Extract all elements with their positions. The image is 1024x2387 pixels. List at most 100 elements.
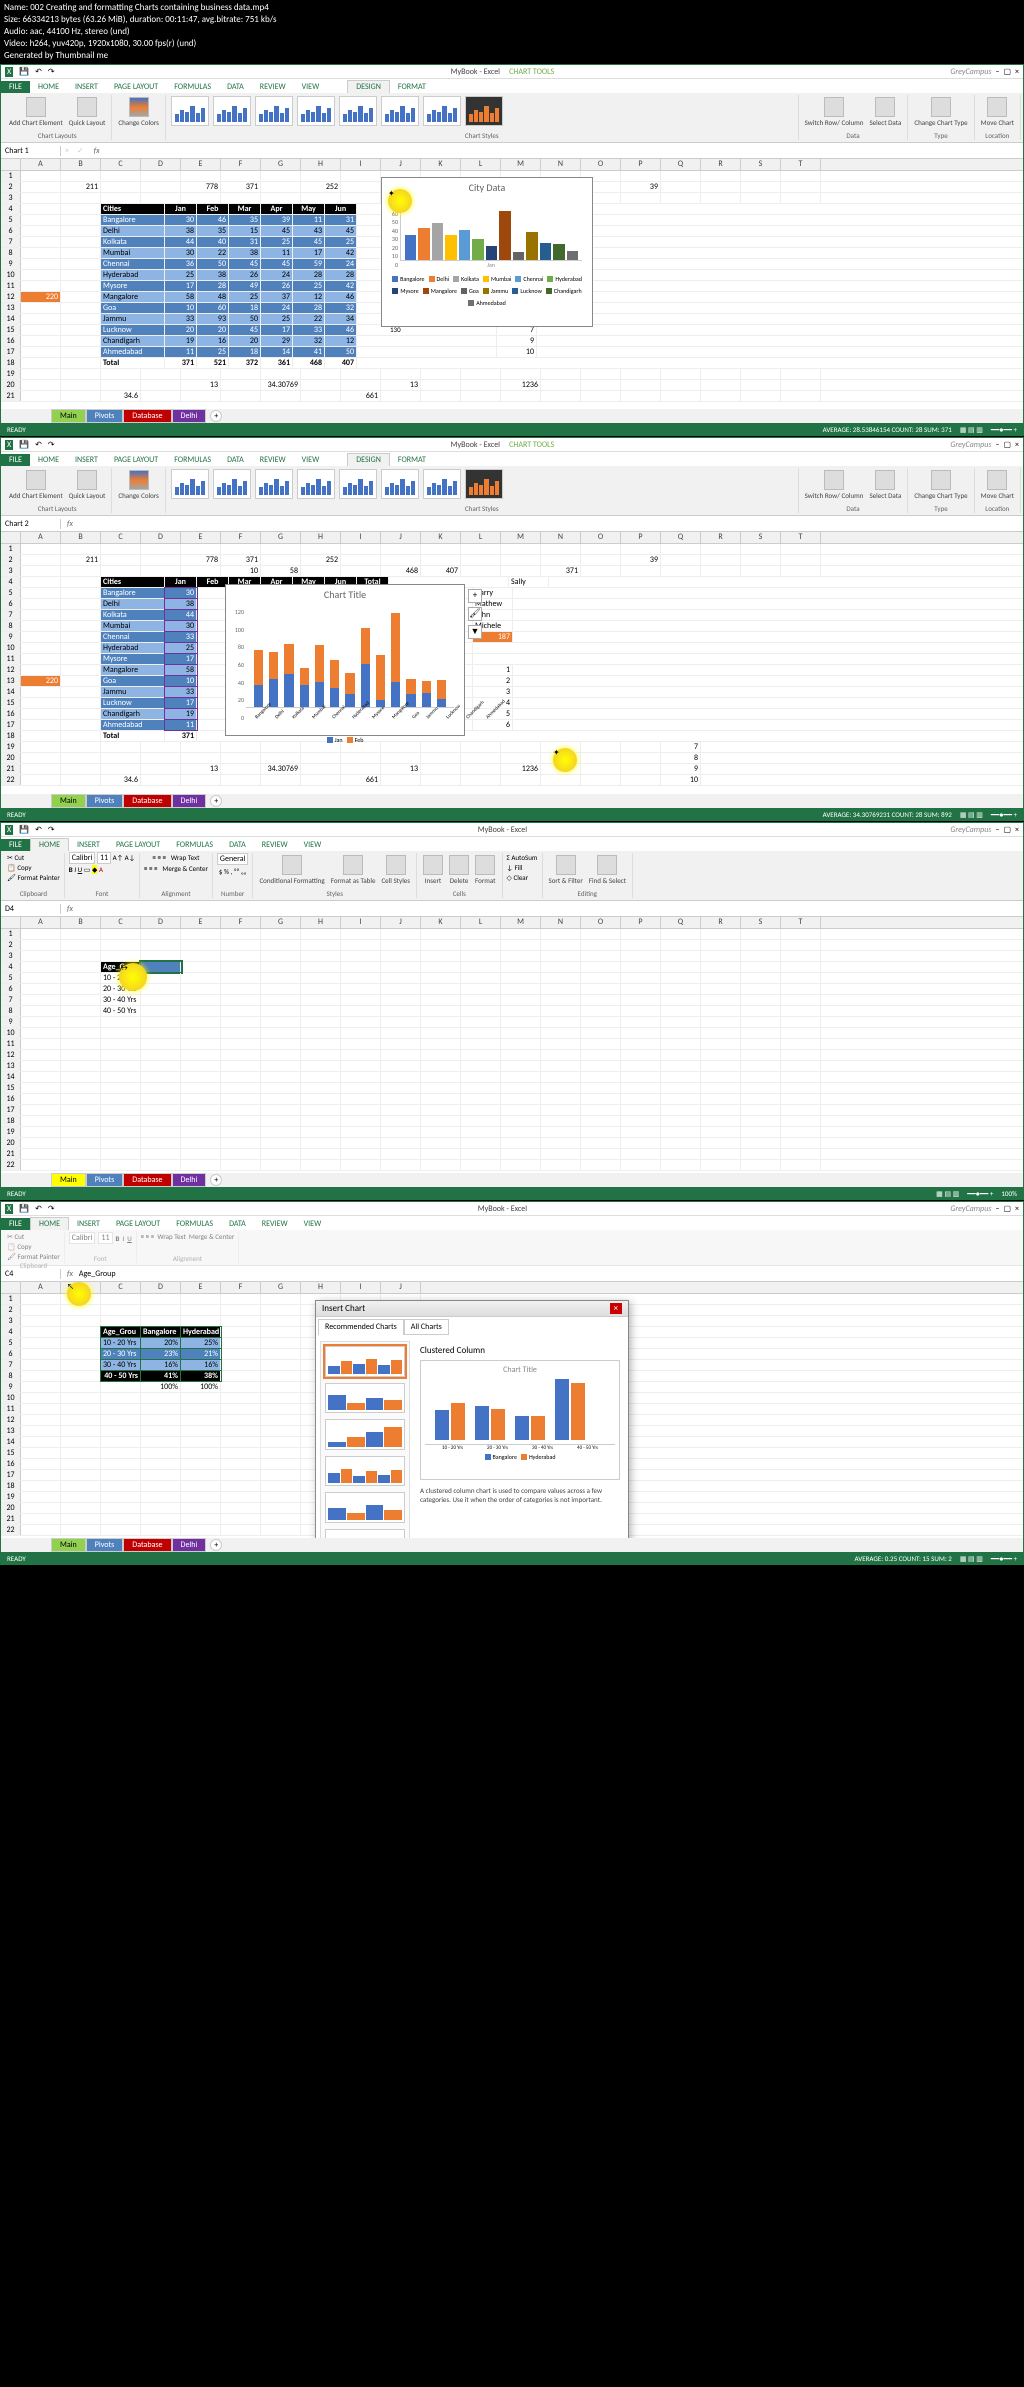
- tab-insert[interactable]: INSERT: [67, 81, 106, 93]
- undo-icon[interactable]: ↶: [35, 67, 42, 77]
- chart-bars[interactable]: [246, 608, 454, 708]
- font-family-select[interactable]: Calibri: [69, 852, 96, 864]
- redo-icon[interactable]: ↷: [48, 1204, 55, 1214]
- format-painter-button[interactable]: 🖌 Format Painter: [7, 1252, 60, 1261]
- maximize-icon[interactable]: ▢: [1003, 1204, 1011, 1214]
- sheet-tab-pivots[interactable]: Pivots: [86, 409, 124, 423]
- chart-style-thumb[interactable]: [213, 96, 251, 126]
- tab-page-layout[interactable]: PAGE LAYOUT: [108, 839, 168, 851]
- tab-design[interactable]: DESIGN: [347, 453, 390, 466]
- tab-data[interactable]: DATA: [221, 839, 254, 851]
- sort-filter-button[interactable]: Sort & Filter: [547, 853, 585, 887]
- autosum-button[interactable]: Σ AutoSum: [507, 853, 538, 862]
- column-headers[interactable]: ABCDEFGHIJKLMNOPQRST: [1, 917, 1023, 929]
- chart-brush-button[interactable]: 🖌: [468, 607, 482, 621]
- chart-thumbnail[interactable]: [325, 1419, 405, 1450]
- sheet-tab-main[interactable]: Main: [51, 1173, 86, 1187]
- copy-button[interactable]: 📋 Copy: [7, 863, 60, 872]
- tab-format[interactable]: FORMAT: [390, 454, 434, 466]
- tab-view[interactable]: VIEW: [296, 839, 330, 851]
- undo-icon[interactable]: ↶: [35, 440, 42, 450]
- tab-view[interactable]: VIEW: [296, 1218, 330, 1230]
- change-colors-button[interactable]: Change Colors: [116, 95, 161, 129]
- chart-style-thumb[interactable]: [339, 96, 377, 126]
- italic-button[interactable]: I: [74, 865, 76, 874]
- save-icon[interactable]: 💾: [19, 440, 29, 450]
- chart-style-thumb[interactable]: [339, 469, 377, 499]
- minimize-icon[interactable]: −: [995, 440, 999, 450]
- column-headers[interactable]: ABCDEFGHIJKLMNOPQRST: [1, 532, 1023, 544]
- tab-home[interactable]: HOME: [30, 838, 69, 851]
- chart-style-thumb[interactable]: [213, 469, 251, 499]
- chart-thumbnail[interactable]: [325, 1529, 405, 1538]
- insert-cells-button[interactable]: Insert: [421, 853, 445, 887]
- tab-formulas[interactable]: FORMULAS: [168, 1218, 221, 1230]
- save-icon[interactable]: 💾: [19, 67, 29, 77]
- tab-all-charts[interactable]: All Charts: [404, 1319, 449, 1335]
- tab-file[interactable]: FILE: [1, 1218, 30, 1230]
- chart-stacked[interactable]: Chart Title 020406080100120 BangaloreDel…: [225, 584, 465, 736]
- minimize-icon[interactable]: −: [995, 67, 999, 77]
- sheet-tab-main[interactable]: Main: [51, 1538, 86, 1552]
- tab-format[interactable]: FORMAT: [390, 81, 434, 93]
- sheet-tab-database[interactable]: Database: [123, 1173, 171, 1187]
- format-cells-button[interactable]: Format: [473, 853, 497, 887]
- tab-data[interactable]: DATA: [219, 454, 252, 466]
- maximize-icon[interactable]: ▢: [1003, 440, 1011, 450]
- maximize-icon[interactable]: ▢: [1003, 67, 1011, 77]
- fill-button[interactable]: ↓ Fill: [507, 863, 538, 872]
- redo-icon[interactable]: ↷: [48, 825, 55, 835]
- tab-data[interactable]: DATA: [221, 1218, 254, 1230]
- name-box[interactable]: D4: [1, 904, 61, 914]
- chart-style-thumb[interactable]: [465, 96, 503, 126]
- wrap-text-button[interactable]: Wrap Text: [171, 853, 200, 862]
- tab-page-layout[interactable]: PAGE LAYOUT: [106, 81, 166, 93]
- chart-thumbnail[interactable]: [325, 1346, 405, 1377]
- close-icon[interactable]: ×: [1015, 1204, 1019, 1214]
- chart-style-thumb[interactable]: [381, 96, 419, 126]
- tab-formulas[interactable]: FORMULAS: [166, 81, 219, 93]
- cut-button[interactable]: ✂ Cut: [7, 853, 60, 862]
- chart-thumbnail[interactable]: [325, 1492, 405, 1523]
- clear-button[interactable]: ◇ Clear: [507, 873, 538, 882]
- tab-review[interactable]: REVIEW: [252, 81, 294, 93]
- conditional-formatting-button[interactable]: Conditional Formatting: [257, 853, 326, 887]
- underline-button[interactable]: U: [78, 865, 83, 874]
- chart-style-thumb[interactable]: [465, 469, 503, 499]
- merge-center-button[interactable]: Merge & Center: [162, 864, 208, 873]
- maximize-icon[interactable]: ▢: [1003, 825, 1011, 835]
- chart-style-thumb[interactable]: [297, 96, 335, 126]
- change-chart-type-button[interactable]: Change Chart Type: [912, 95, 969, 129]
- add-chart-element-button[interactable]: Add Chart Element: [7, 468, 65, 502]
- move-chart-button[interactable]: Move Chart: [979, 468, 1016, 502]
- redo-icon[interactable]: ↷: [48, 67, 55, 77]
- tab-recommended-charts[interactable]: Recommended Charts: [318, 1319, 404, 1335]
- cancel-formula-icon[interactable]: ×: [61, 146, 73, 156]
- fx-icon[interactable]: fx: [88, 146, 106, 156]
- sheet-tab-database[interactable]: Database: [123, 1538, 171, 1552]
- tab-home[interactable]: HOME: [30, 81, 67, 93]
- copy-button[interactable]: 📋 Copy: [7, 1242, 60, 1251]
- tab-design[interactable]: DESIGN: [347, 80, 390, 93]
- chart-filter-button[interactable]: ▼: [468, 625, 482, 639]
- tab-review[interactable]: REVIEW: [254, 1218, 296, 1230]
- undo-icon[interactable]: ↶: [35, 1204, 42, 1214]
- close-icon[interactable]: ×: [1015, 825, 1019, 835]
- tab-home[interactable]: HOME: [30, 454, 67, 466]
- chart-thumbnail[interactable]: [325, 1456, 405, 1487]
- sheet-tab-pivots[interactable]: Pivots: [86, 1538, 124, 1552]
- name-box[interactable]: Chart 1: [1, 146, 61, 156]
- find-select-button[interactable]: Find & Select: [587, 853, 628, 887]
- chart-bars[interactable]: [400, 201, 582, 261]
- chart-style-thumb[interactable]: [255, 469, 293, 499]
- tab-page-layout[interactable]: PAGE LAYOUT: [106, 454, 166, 466]
- chart-style-thumb[interactable]: [171, 96, 209, 126]
- tab-review[interactable]: REVIEW: [254, 839, 296, 851]
- tab-insert[interactable]: INSERT: [69, 1218, 108, 1230]
- chart-city-data[interactable]: City Data 010203040506070 Jan BangaloreD…: [381, 177, 593, 327]
- tab-file[interactable]: FILE: [1, 454, 30, 466]
- bold-button[interactable]: B: [69, 865, 73, 874]
- tab-formulas[interactable]: FORMULAS: [168, 839, 221, 851]
- column-headers[interactable]: ABCDEFGHIJ: [1, 1282, 1023, 1294]
- chart-style-thumb[interactable]: [423, 469, 461, 499]
